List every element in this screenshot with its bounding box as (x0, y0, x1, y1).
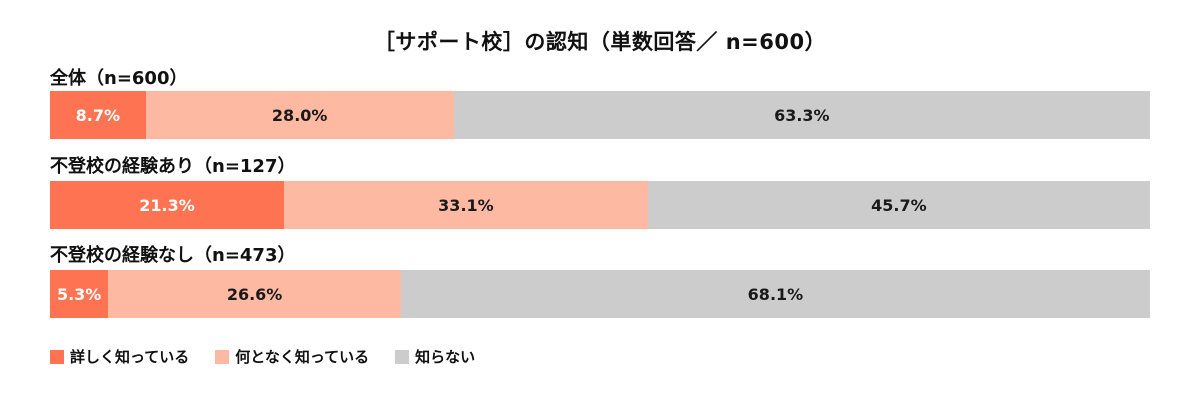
category-label: 不登校の経験なし（n=473） (50, 245, 296, 266)
data-label: 28.0% (271, 105, 328, 125)
legend-item: 何となく知っている (215, 346, 369, 367)
data-label: 5.3% (56, 284, 102, 304)
bar-segment: 68.1% (400, 270, 1150, 318)
bar-segment: 8.7% (50, 91, 146, 139)
data-label: 26.6% (226, 284, 283, 304)
bar-segment: 5.3% (50, 270, 109, 318)
legend-item: 知らない (395, 346, 475, 367)
bar-segment: 63.3% (453, 91, 1150, 139)
legend-label: 知らない (415, 348, 476, 366)
data-label: 63.3% (774, 105, 830, 125)
legend-label: 何となく知っている (235, 348, 370, 366)
bar-row: 5.3% 26.6% 68.1% (50, 270, 1150, 318)
bar-segment: 26.6% (108, 270, 401, 318)
bar-segment: 21.3% (50, 181, 285, 229)
chart-title: ［サポート校］の認知（単数回答／ n=600） (373, 30, 827, 54)
bar-segment: 33.1% (284, 181, 648, 229)
bar-segment: 28.0% (145, 91, 454, 139)
legend-label: 詳しく知っている (70, 348, 190, 366)
bar-row: 21.3% 33.1% 45.7% (50, 181, 1150, 229)
category-label: 全体（n=600） (50, 68, 188, 89)
data-label: 45.7% (871, 195, 927, 215)
data-label: 8.7% (75, 105, 121, 125)
data-label: 33.1% (438, 195, 494, 215)
bar-segment: 45.7% (647, 181, 1150, 229)
legend-swatch (50, 349, 64, 364)
legend-item: 詳しく知っている (50, 346, 189, 367)
bar-row: 8.7% 28.0% 63.3% (50, 91, 1150, 139)
chart-legend: 詳しく知っている 何となく知っている 知らない (50, 346, 475, 367)
legend-swatch (395, 349, 410, 364)
data-label: 68.1% (747, 284, 804, 304)
category-label: 不登校の経験あり（n=127） (50, 156, 296, 177)
legend-swatch (215, 349, 230, 364)
data-label: 21.3% (139, 195, 195, 215)
